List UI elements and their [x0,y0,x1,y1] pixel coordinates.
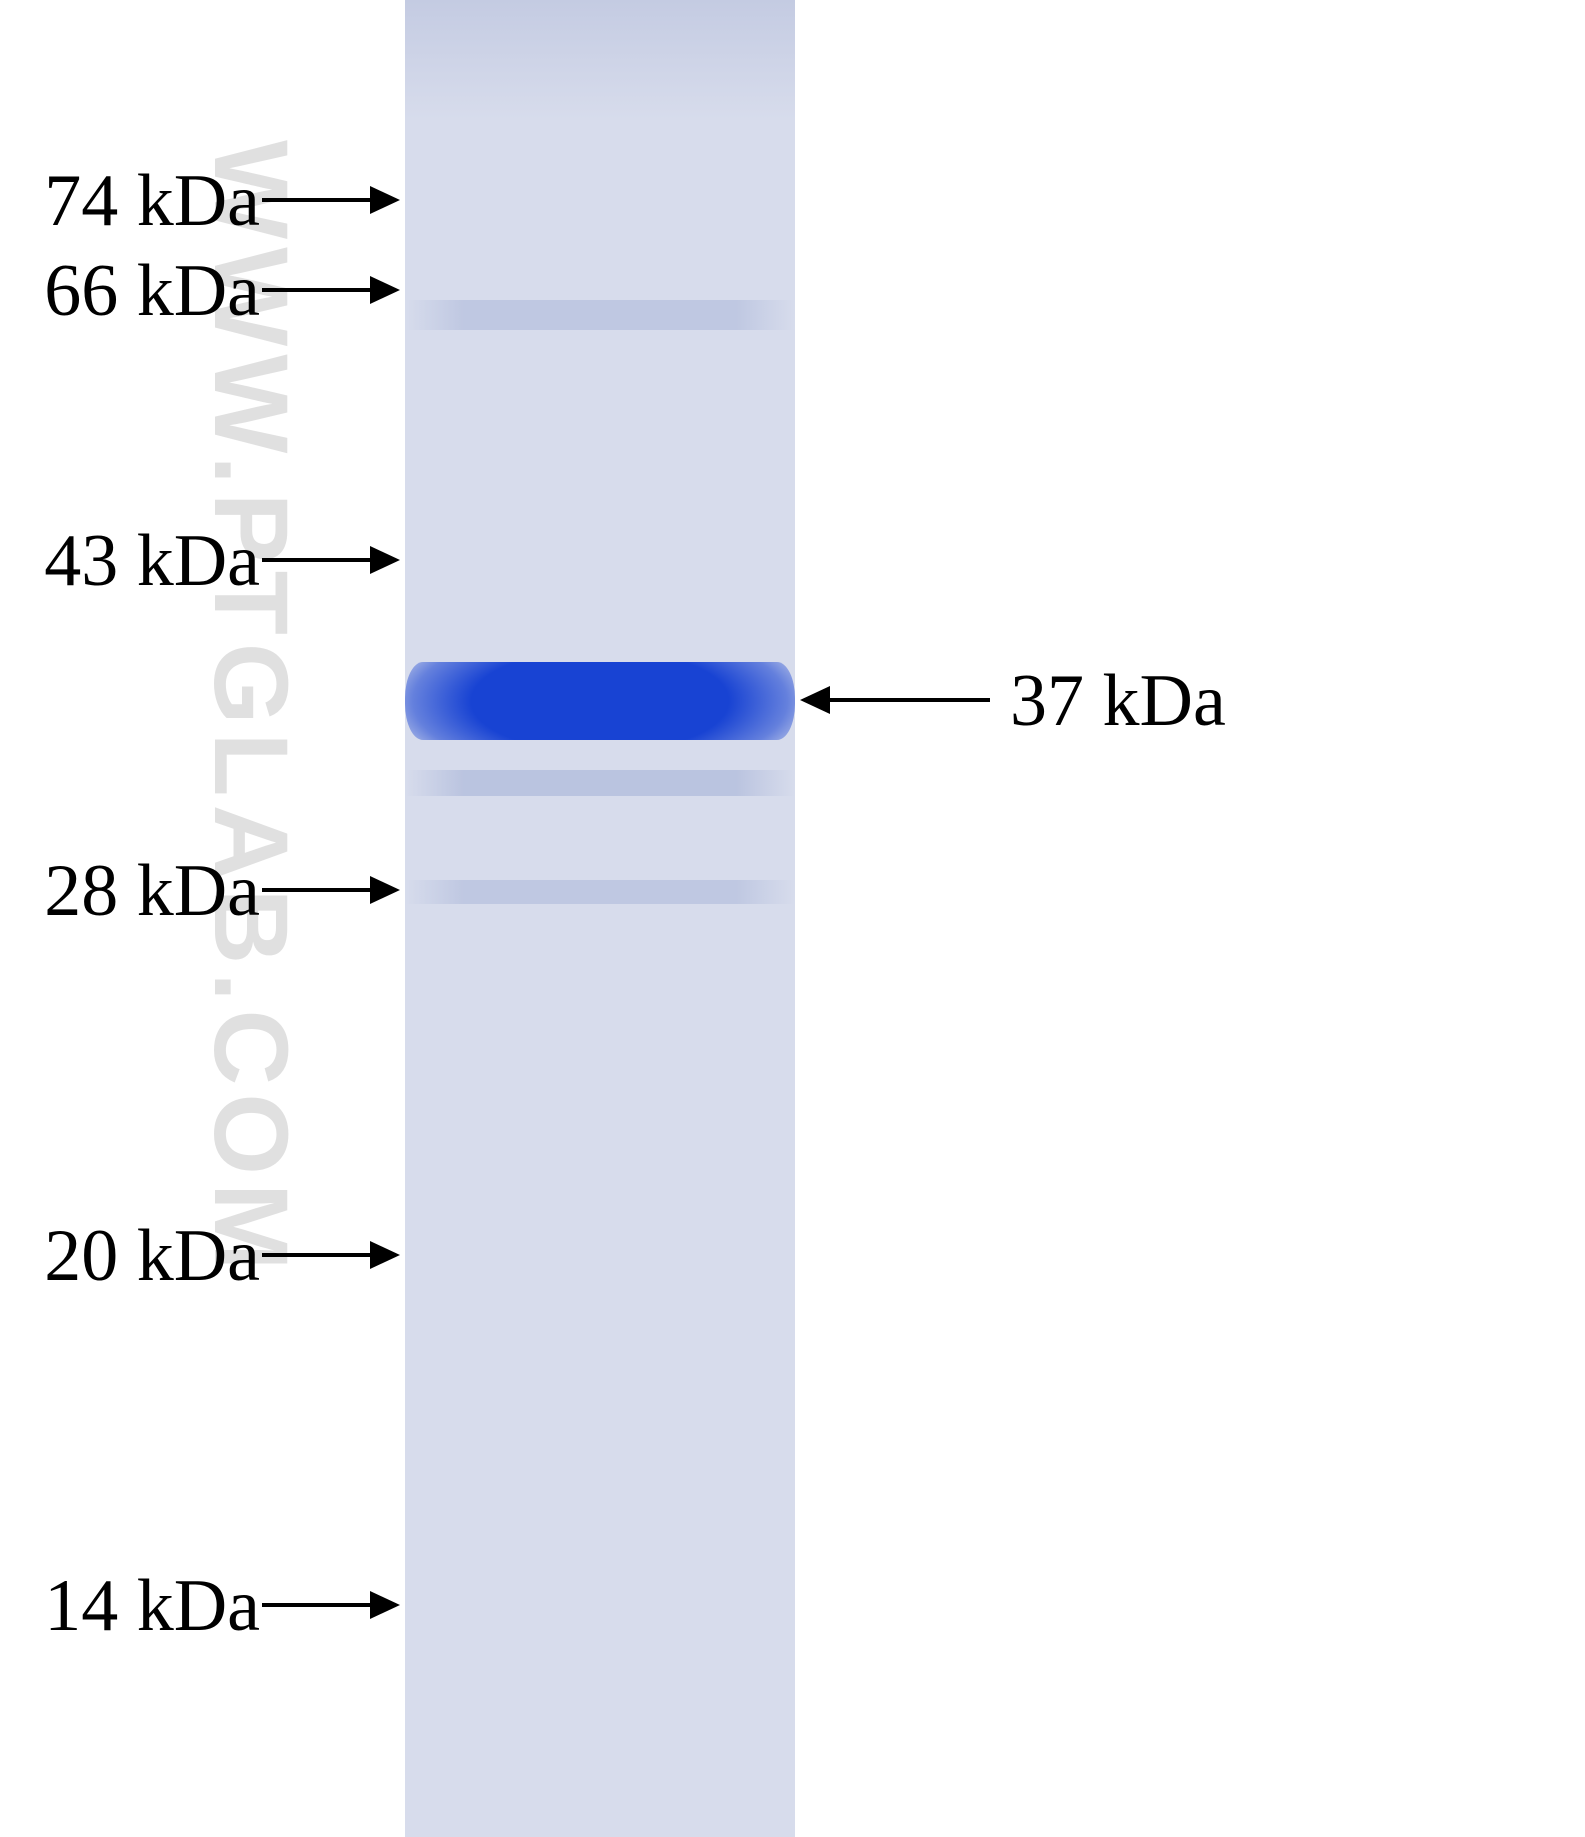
gel-figure: WWW.PTGLAB.COM 37 kDa 74 kDa66 kDa43 kDa… [0,0,1585,1837]
faint-band [405,300,795,330]
marker-label: 66 kDa [44,249,260,334]
marker-label: 20 kDa [44,1214,260,1299]
marker-label: 14 kDa [44,1564,260,1649]
main-band [405,662,795,740]
arrow-icon [262,186,400,214]
arrow-icon [262,1591,400,1619]
arrow-icon [262,876,400,904]
arrow-icon [262,546,400,574]
marker-label: 74 kDa [44,159,260,244]
faint-band [405,770,795,796]
arrow-icon [262,1241,400,1269]
marker-label: 43 kDa [44,519,260,604]
marker-label: 28 kDa [44,849,260,934]
arrow-icon [800,686,990,714]
arrow-icon [262,276,400,304]
faint-band [405,880,795,904]
